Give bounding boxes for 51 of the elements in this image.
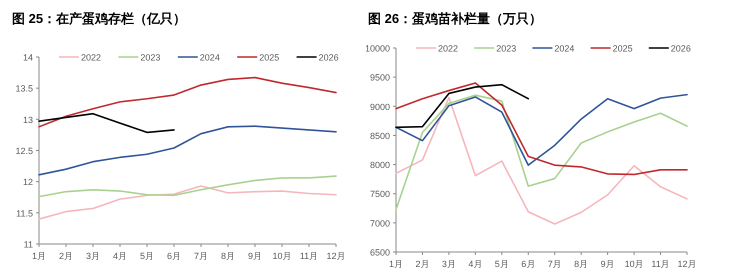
legend-label: 2024 bbox=[200, 52, 220, 62]
x-tick-label: 9月 bbox=[600, 259, 615, 269]
x-tick-label: 12月 bbox=[326, 251, 346, 261]
y-tick-label: 9500 bbox=[370, 72, 390, 83]
x-tick-label: 3月 bbox=[442, 259, 456, 269]
x-tick-label: 5月 bbox=[140, 251, 154, 261]
y-tick-label: 8500 bbox=[370, 130, 390, 141]
chart-title: 图 25：在产蛋鸡存栏（亿只） bbox=[12, 10, 186, 28]
legend-label: 2022 bbox=[438, 44, 458, 54]
y-tick-label: 8000 bbox=[370, 160, 390, 170]
legend-label: 2022 bbox=[81, 52, 102, 62]
x-tick-label: 12月 bbox=[677, 259, 697, 269]
y-tick-label: 6500 bbox=[370, 248, 390, 258]
x-tick-label: 4月 bbox=[112, 251, 128, 261]
x-tick-label: 8月 bbox=[220, 251, 236, 261]
y-tick-label: 13 bbox=[22, 114, 33, 125]
y-tick-label: 13.5 bbox=[15, 84, 33, 94]
y-tick-label: 12.5 bbox=[15, 146, 33, 156]
legend-label: 2025 bbox=[612, 44, 633, 54]
y-tick-label: 12 bbox=[22, 177, 33, 188]
y-tick-label: 9000 bbox=[370, 102, 390, 112]
y-tick-label: 10000 bbox=[364, 44, 390, 54]
legend-label: 2026 bbox=[318, 52, 339, 62]
chart-title: 图 26：蛋鸡苗补栏量（万只） bbox=[368, 10, 542, 28]
y-tick-label: 11 bbox=[24, 240, 33, 250]
x-tick-label: 3月 bbox=[86, 251, 100, 261]
legend-label: 2025 bbox=[259, 52, 280, 62]
x-tick-label: 10月 bbox=[624, 259, 644, 269]
x-tick-label: 7月 bbox=[194, 251, 208, 261]
x-tick-label: 6月 bbox=[166, 251, 182, 261]
x-tick-label: 8月 bbox=[574, 259, 588, 269]
x-tick-label: 2月 bbox=[58, 251, 74, 261]
x-tick-label: 1月 bbox=[388, 259, 404, 269]
x-tick-label: 5月 bbox=[494, 259, 509, 269]
y-tick-label: 14 bbox=[22, 52, 33, 62]
x-tick-label: 10月 bbox=[272, 251, 292, 261]
x-tick-label: 2月 bbox=[415, 259, 430, 269]
legend-label: 2023 bbox=[496, 44, 516, 54]
x-tick-label: 11月 bbox=[300, 251, 318, 261]
legend-label: 2023 bbox=[140, 52, 160, 62]
y-tick-label: 7500 bbox=[370, 189, 390, 200]
x-tick-label: 4月 bbox=[468, 259, 482, 269]
y-tick-label: 11.5 bbox=[16, 208, 33, 218]
x-tick-label: 9月 bbox=[248, 251, 262, 261]
legend-label: 2024 bbox=[554, 44, 574, 54]
x-tick-label: 11月 bbox=[651, 259, 670, 269]
y-tick-label: 7000 bbox=[370, 218, 390, 228]
legend-label: 2026 bbox=[670, 44, 691, 54]
x-tick-label: 6月 bbox=[521, 259, 536, 269]
x-tick-label: 7月 bbox=[548, 259, 562, 269]
x-tick-label: 1月 bbox=[32, 251, 46, 261]
